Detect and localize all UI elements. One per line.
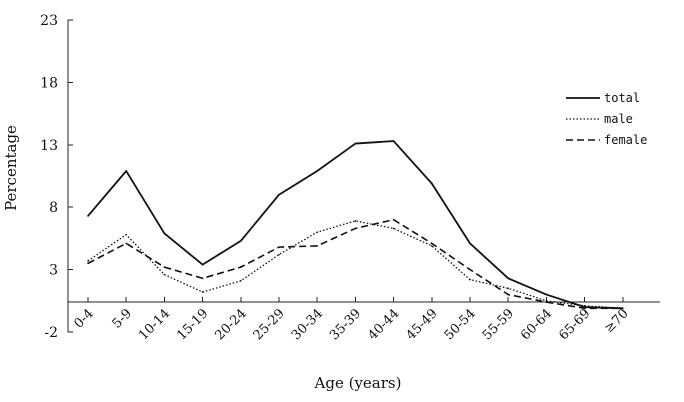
data-point-total xyxy=(469,242,471,245)
x-axis-ticks: 0-4 5-9 10-14 15-19 20-24 25-29 30-34 35-39 40-4… xyxy=(71,297,632,343)
data-point-total xyxy=(316,170,319,172)
x-tick-label: 5-9 xyxy=(110,306,135,331)
data-point-female xyxy=(163,266,166,268)
data-point-female xyxy=(392,218,395,221)
x-tick-label: 40-44 xyxy=(365,306,402,343)
y-tick-label: 3 xyxy=(49,263,58,279)
series-line-female xyxy=(87,218,623,310)
data-point-male xyxy=(316,231,319,233)
data-point-total xyxy=(201,263,204,266)
legend: total male female xyxy=(566,91,647,147)
data-point-male xyxy=(583,304,586,307)
x-tick-label: 10-14 xyxy=(136,306,173,343)
data-point-total xyxy=(87,215,89,217)
data-point-male xyxy=(163,273,166,276)
data-point-male xyxy=(507,287,510,290)
data-point-female xyxy=(201,277,204,280)
data-point-total xyxy=(431,182,433,185)
data-point-male xyxy=(278,253,280,256)
series-lines xyxy=(87,140,624,310)
data-point-male xyxy=(431,245,433,247)
data-point-female xyxy=(87,262,89,265)
x-axis-title: Age (years) xyxy=(314,374,402,392)
data-point-male xyxy=(392,227,395,230)
data-point-total xyxy=(392,140,395,142)
data-point-male xyxy=(354,220,357,222)
data-point-female xyxy=(278,246,280,248)
legend-label: female xyxy=(604,133,647,147)
legend-item-male: male xyxy=(566,112,633,126)
x-tick-label: 45-49 xyxy=(404,306,441,343)
data-point-female xyxy=(125,242,127,245)
data-point-total xyxy=(545,293,548,296)
x-tick-label: 0-4 xyxy=(71,306,96,331)
data-point-total xyxy=(125,170,127,172)
data-point-male xyxy=(125,233,127,236)
data-point-male xyxy=(240,280,242,282)
x-tick-label: 35-39 xyxy=(327,306,364,343)
data-point-male xyxy=(87,260,89,262)
data-point-female xyxy=(545,301,548,303)
legend-item-female: female xyxy=(566,133,647,147)
data-point-total xyxy=(507,277,510,280)
y-axis-ticks: -2 3 8 13 18 23 xyxy=(40,13,73,341)
series-line-total xyxy=(87,140,623,310)
series-line-male xyxy=(87,220,623,309)
y-tick-label: 18 xyxy=(40,75,58,91)
data-point-female xyxy=(240,266,242,268)
legend-label: male xyxy=(604,112,633,126)
x-tick-label: 60-64 xyxy=(518,306,555,343)
data-point-female xyxy=(583,307,586,310)
x-tick-label: 25-29 xyxy=(251,306,288,343)
data-point-female xyxy=(469,268,471,271)
legend-label: total xyxy=(604,91,640,105)
data-point-female xyxy=(622,307,624,310)
x-tick-label: 55-59 xyxy=(480,306,517,343)
data-point-total xyxy=(278,193,280,196)
data-point-female xyxy=(431,242,433,245)
y-axis-title: Percentage xyxy=(2,125,20,211)
data-point-total xyxy=(163,232,166,235)
x-tick-label: 30-34 xyxy=(289,306,326,343)
x-tick-label: 20-24 xyxy=(213,306,250,343)
y-tick-label: 23 xyxy=(40,13,58,29)
data-point-total xyxy=(354,142,357,145)
data-point-female xyxy=(354,227,357,230)
data-point-total xyxy=(240,240,242,242)
y-tick-label: -2 xyxy=(44,325,58,341)
data-point-male xyxy=(201,291,204,293)
x-tick-label: 65-69 xyxy=(556,306,593,343)
y-tick-label: 13 xyxy=(40,138,58,154)
x-tick-label: 50-54 xyxy=(442,306,479,343)
y-tick-label: 8 xyxy=(49,200,58,216)
x-tick-label: ≥70 xyxy=(602,306,632,336)
x-tick-label: 15-19 xyxy=(174,306,211,343)
y-axis: -2 3 8 13 18 23 xyxy=(40,13,73,341)
data-point-female xyxy=(316,245,319,247)
data-point-female xyxy=(507,293,510,296)
data-point-male xyxy=(545,300,548,302)
data-point-male xyxy=(469,278,471,281)
legend-item-total: total xyxy=(566,91,640,105)
